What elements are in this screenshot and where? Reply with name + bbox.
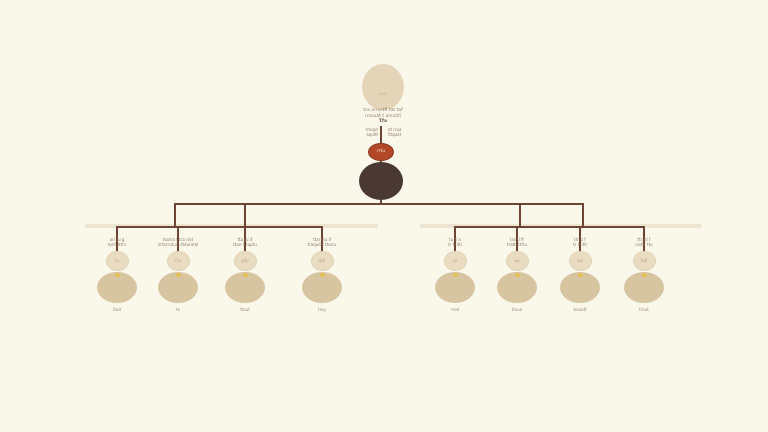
left-side-note: troqut aqufit [336,127,378,137]
connector-line [244,203,246,228]
right-bus-line [454,226,645,228]
yellow-dot-icon [175,273,181,277]
root-top-circle: aurr [362,64,404,110]
node-big-circle [97,272,137,303]
connector-line [321,226,323,256]
node-small-circle: rru [166,251,190,271]
child-node: arr tu g torri ttfrn ru tout [85,237,149,312]
node-small-circle-text: rru [175,258,181,263]
yellow-dot-icon [514,273,520,277]
node-small-circle: ru [105,251,129,271]
node-caption-line: torri ttfrn [107,242,127,247]
orange-node: rrtu [368,143,394,161]
connector-line [177,226,179,256]
right-side-note-line: fitquat [388,132,402,137]
connector-line [380,197,382,205]
yellow-dot-icon [577,273,583,277]
yellow-dot-icon [242,273,248,277]
connector-line [116,226,118,256]
node-label: trout [639,307,649,312]
node-big-circle [225,272,265,303]
node-small-circle-text: ydu [241,258,249,263]
node-small-circle: ydu [233,251,257,271]
connector-line [454,226,456,256]
node-small-circle: uu [505,251,529,271]
node-caption-line: codtr ttu [635,242,653,247]
connector-line [380,126,382,144]
node-caption-line: tr ti itti [573,242,587,247]
connector-line [174,203,176,228]
node-big-circle [158,272,198,303]
left-side-note-line: aqufit [366,132,378,137]
root-caption: tra arrustfi tat taf rrosuat t arsictti … [323,108,443,125]
child-node: tra ti ff tratti ttfru uu troue [485,237,549,312]
node-small-circle-text: tufi [640,258,648,263]
node-caption-line: ttr ti f [574,237,586,242]
yellow-dot-icon [319,273,325,277]
node-big-circle [435,272,475,303]
node-small-circle-text: ru [452,258,458,263]
yellow-dot-icon [114,273,120,277]
node-label: touadt [573,307,587,312]
node-caption-line: toutra t tra rrot [162,237,194,242]
connector-line [643,226,645,256]
yellow-dot-icon [452,273,458,277]
node-label: te [175,307,181,312]
node-small-circle: tufi [632,251,656,271]
right-side-note: et rrua fitquat [388,127,430,137]
node-caption-line: ttr tti f [637,237,651,242]
node-caption-line: tra ti ff [510,237,524,242]
node-big-circle [302,272,342,303]
node-big-circle [560,272,600,303]
node-small-circle: tui [568,251,592,271]
left-side-note-line: troqut [365,127,378,132]
dark-root-node [359,162,403,200]
yellow-dot-icon [641,273,647,277]
child-node: tta tu if ttarr t taptu ydu ttout [213,237,277,312]
child-node: ttr ti f tr ti itti tui touadt [548,237,612,312]
left-bus-line [116,226,323,228]
node-label: troy [318,307,326,312]
connector-line [516,226,518,256]
connector-line [579,226,581,256]
node-big-circle [624,272,664,303]
node-big-circle [497,272,537,303]
node-caption-line: ttarr t taptu [233,242,257,247]
node-label: tout [112,307,122,312]
root-top-circle-text: aurr [378,91,388,96]
main-branch-line [174,203,584,205]
connector-line [519,203,521,228]
node-small-circle-text: tui [577,258,583,263]
node-label: rrod [450,307,460,312]
connector-line [582,203,584,228]
node-small-circle: atti [310,251,334,271]
node-caption-line: irrtorratum ttduratel [157,242,199,247]
right-side-note-line: et rrua [388,127,402,132]
node-caption-line: tu ti a [449,237,461,242]
orange-node-text: rrtu [376,148,386,154]
node-caption-line: arr tu g [109,237,125,242]
root-caption-line: rrosuat t arsictti [364,113,402,119]
root-caption-line: tra arrustfi tat taf [363,108,403,113]
node-small-circle-text: uu [514,258,520,263]
node-small-circle-text: ru [114,258,120,263]
node-caption-line: tta tu if [237,237,253,242]
node-label: troue [511,307,523,312]
node-caption-line: tr ti itti [448,242,462,247]
node-small-circle: ru [443,251,467,271]
node-caption-line: ttar ttu if [313,237,331,242]
child-node: tu ti a tr ti itti ru rrod [423,237,487,312]
root-caption-line: Tfa [378,119,388,124]
connector-line [244,226,246,256]
node-small-circle-text: atti [318,258,326,263]
child-node: toutra t tra rrot irrtorratum ttduratel … [146,237,210,312]
node-caption-line: traquit t ttorru [307,242,337,247]
child-node: ttr tti f codtr ttu tufi trout [612,237,676,312]
node-caption-line: tratti ttfru [507,242,527,247]
child-node: ttar ttu if traquit t ttorru atti troy [290,237,354,312]
node-label: ttout [240,307,250,312]
